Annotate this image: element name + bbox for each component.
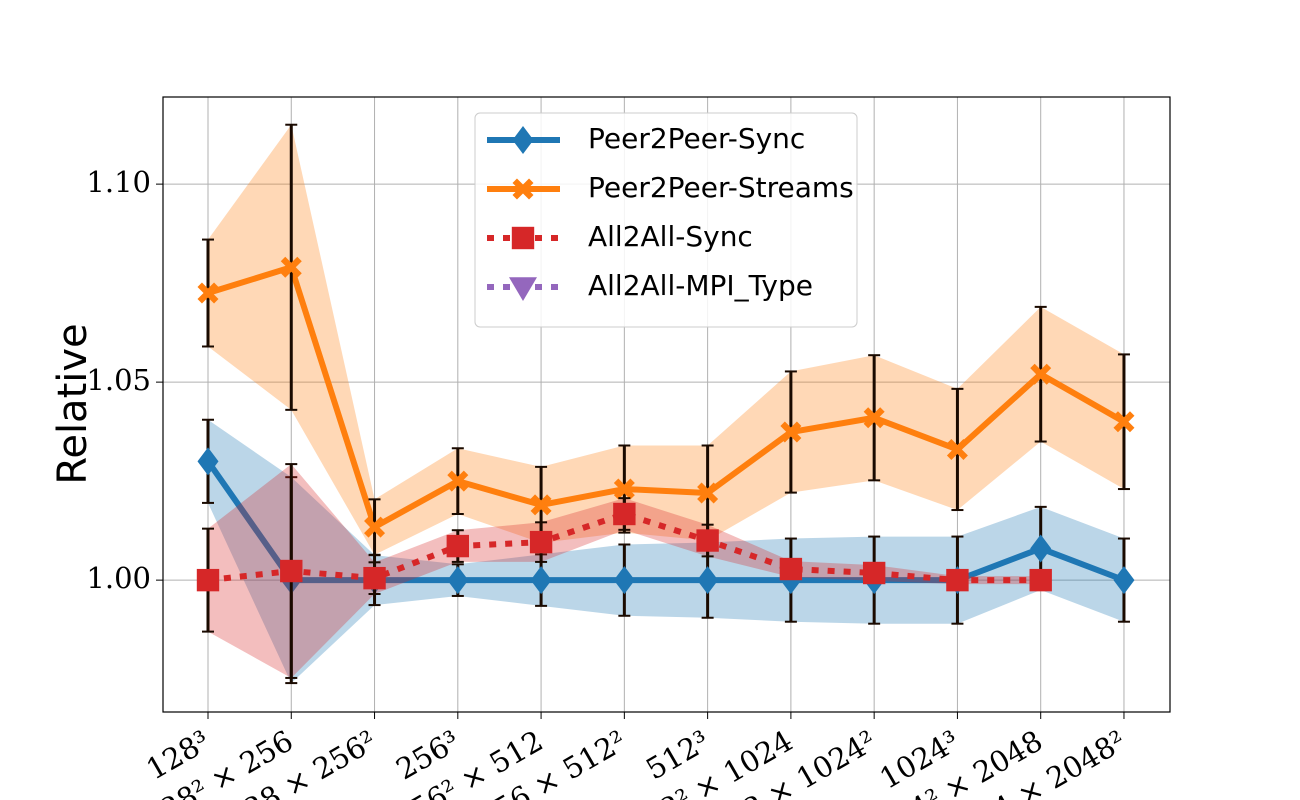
series-line [207,264,1126,531]
marker [697,566,719,595]
legend: Peer2Peer-Sync Peer2Peer-Streams All2All-S… [474,112,858,328]
marker [697,482,719,504]
marker [1030,534,1052,563]
marker [447,470,469,492]
y-tick-label: 1.05 [86,363,151,397]
marker [613,502,636,526]
legend-label: Peer2Peer-Streams [588,171,854,204]
marker [446,534,470,558]
marker [363,566,386,590]
marker [280,256,302,278]
series-line [205,459,1126,584]
marker [196,568,220,592]
legend-box [474,112,858,328]
marker [280,559,303,583]
marker [1029,568,1052,592]
marker [364,516,386,538]
marker [512,126,534,154]
y-axis-label: Relative [50,323,96,484]
marker [779,557,803,581]
y-tick-label: 1.10 [86,165,151,199]
error-band [208,419,1124,684]
marker [511,226,535,250]
marker [197,282,219,304]
marker [946,438,968,460]
marker [1113,566,1135,595]
marker [447,566,469,595]
marker [946,568,969,592]
plot-area [196,123,1135,685]
legend-label: All2All-MPI_Type [588,269,813,302]
marker [696,529,719,552]
marker [862,561,886,585]
marker [1113,411,1135,433]
plot-frame [162,96,1171,713]
y-tick-label: 1.00 [86,561,151,595]
marker [530,566,552,595]
marker [863,407,885,429]
marker [780,421,802,443]
marker [530,494,552,516]
error-band [208,124,1124,555]
marker [509,277,537,301]
marker [1030,363,1052,385]
marker [529,530,553,554]
marker [512,178,534,200]
marker [197,447,219,476]
marker [613,478,635,500]
marker [613,566,635,595]
legend-label: All2All-Sync [588,220,753,253]
legend-label: Peer2Peer-Sync [588,122,805,155]
